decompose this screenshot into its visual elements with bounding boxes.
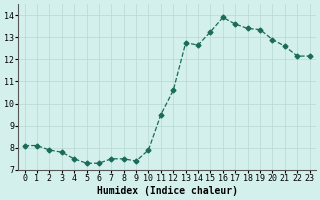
X-axis label: Humidex (Indice chaleur): Humidex (Indice chaleur)	[97, 186, 237, 196]
